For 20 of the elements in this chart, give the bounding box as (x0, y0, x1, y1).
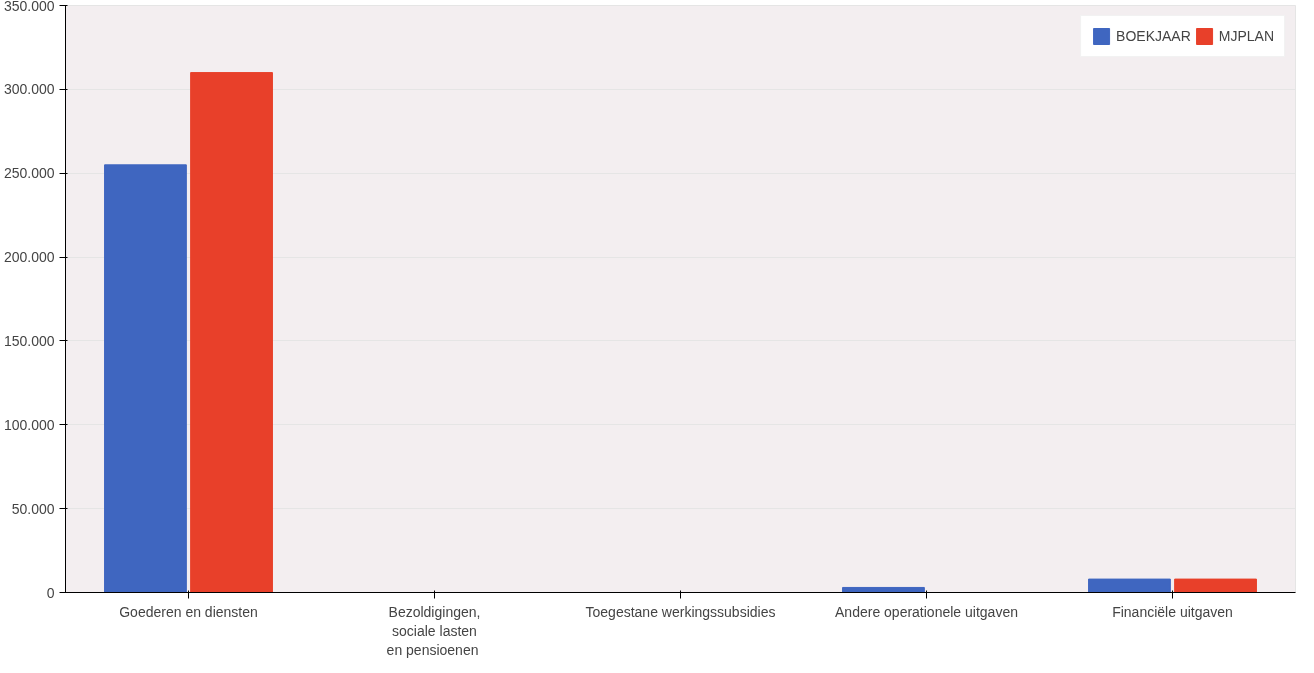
x-tick-label: Bezoldigingen, sociale lasten en pensioenen (386, 603, 481, 658)
bar (1174, 578, 1257, 593)
bar (842, 586, 925, 593)
legend-label: MJPLAN (1218, 28, 1274, 44)
y-tick-label: 350.000 (3, 0, 55, 14)
bar (190, 72, 273, 593)
bar (1088, 578, 1171, 593)
y-tick-label: 200.000 (3, 249, 55, 266)
y-tick-label: 300.000 (3, 81, 55, 98)
y-tick-label: 0 (46, 584, 55, 601)
x-tick-label: Goederen en diensten (119, 603, 258, 620)
y-tick-label: 100.000 (3, 416, 55, 433)
x-tick-label: Financiële uitgaven (1112, 603, 1233, 620)
x-tick-label: Toegestane werkingssubsidies (585, 603, 776, 620)
legend-label: BOEKJAAR (1116, 28, 1191, 44)
y-tick-label: 150.000 (3, 332, 55, 349)
y-tick-label: 50.000 (11, 500, 55, 517)
x-tick-label: Andere operationele uitgaven (835, 603, 1018, 620)
y-tick-label: 250.000 (3, 165, 55, 182)
bar (104, 164, 187, 593)
